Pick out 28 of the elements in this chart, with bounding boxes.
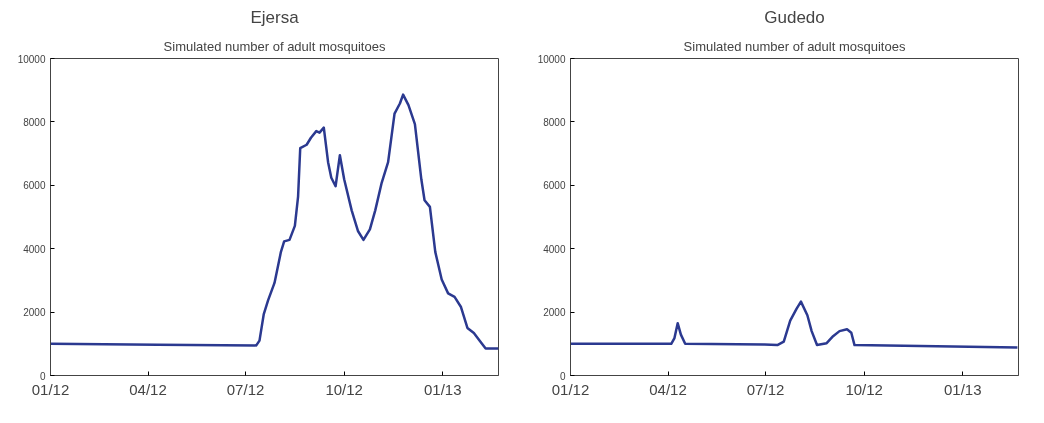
y-tick-label: 6000	[543, 180, 566, 192]
x-tick-label: 10/12	[325, 380, 363, 398]
y-tick-label: 2000	[23, 307, 46, 319]
x-tick-label: 04/12	[129, 380, 167, 398]
x-tick-label: 01/12	[551, 380, 590, 398]
y-tick-label: 4000	[543, 243, 566, 255]
y-tick-label: 10000	[17, 53, 46, 65]
y-tick-label: 8000	[543, 116, 566, 128]
chart-title: Ejersa	[250, 7, 300, 27]
x-tick-label: 01/13	[944, 380, 982, 398]
chart-subtitle: Simulated number of adult mosquitoes	[683, 38, 906, 54]
x-tick-label: 01/13	[424, 380, 462, 398]
y-tick-label: 2000	[543, 307, 566, 319]
x-tick-label: 10/12	[845, 380, 883, 398]
y-tick-label: 6000	[23, 180, 46, 192]
y-tick-label: 0	[559, 370, 566, 382]
line-series	[570, 300, 1019, 349]
y-tick-label: 4000	[23, 243, 46, 255]
line-series	[50, 93, 499, 350]
y-tick-label: 0	[39, 370, 46, 382]
x-tick-label: 07/12	[746, 380, 785, 398]
x-tick-label: 04/12	[649, 380, 687, 398]
chart-title: Gudedo	[764, 7, 825, 27]
y-tick-label: 10000	[537, 53, 566, 65]
y-tick-label: 8000	[23, 116, 46, 128]
x-tick-label: 07/12	[226, 380, 265, 398]
chart-subtitle: Simulated number of adult mosquitoes	[163, 38, 386, 54]
x-tick-label: 01/12	[31, 380, 70, 398]
